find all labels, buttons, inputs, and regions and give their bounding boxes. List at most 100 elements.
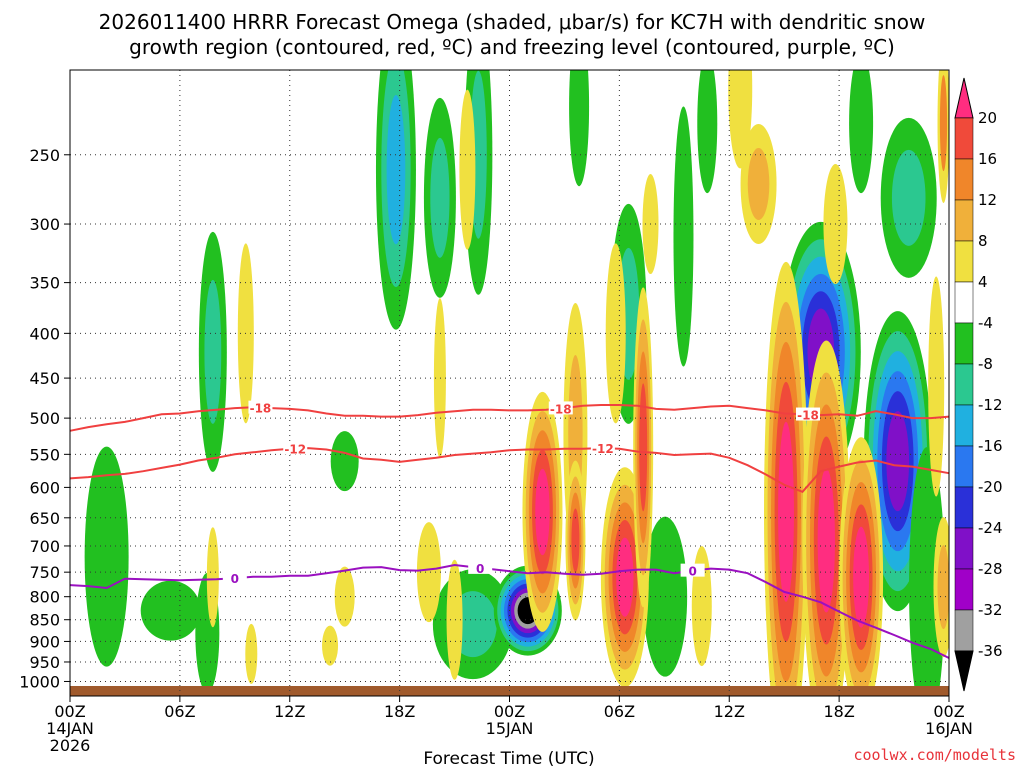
descent-07z-low bbox=[206, 527, 219, 628]
contour-label--18: -18 bbox=[797, 409, 819, 423]
colorbar-band bbox=[954, 445, 974, 488]
y-axis: 250 300 350 400 450 500 550 600 650 700 750 800 850 9… bbox=[19, 146, 70, 691]
descent-18z-low bbox=[839, 437, 884, 696]
descent-23z-low bbox=[933, 517, 949, 658]
y-tick-label: 300 bbox=[29, 215, 60, 234]
x-tick-label: 14JAN bbox=[46, 719, 94, 738]
colorbar-label: 16 bbox=[978, 150, 997, 168]
ascent-early-low bbox=[140, 580, 201, 641]
y-tick-label: 650 bbox=[29, 509, 60, 528]
y-tick-label: 750 bbox=[29, 563, 60, 582]
colorbar-band bbox=[954, 486, 974, 529]
colorbar-label: 20 bbox=[978, 109, 997, 127]
credit-text: coolwx.com/modelts bbox=[853, 746, 1016, 764]
contour--12 bbox=[69, 447, 950, 493]
descent-00z-top bbox=[937, 70, 949, 204]
y-tick-label: 800 bbox=[29, 588, 60, 607]
x-tick-label: 12Z bbox=[714, 702, 745, 721]
colorbar-label: 4 bbox=[978, 273, 988, 291]
contour-label--12: -12 bbox=[284, 443, 306, 457]
colorbar-min-triangle bbox=[954, 650, 974, 692]
ascent-15z-mid bbox=[330, 431, 359, 492]
x-tick-label: 15JAN bbox=[486, 719, 534, 738]
omega-shading bbox=[84, 70, 949, 696]
colorbar-band bbox=[954, 322, 974, 365]
colorbar-label: -12 bbox=[978, 396, 1003, 414]
ascent-17z-upper bbox=[375, 70, 416, 330]
y-tick-label: 950 bbox=[29, 653, 60, 672]
descent-07z-mid bbox=[633, 287, 654, 608]
colorbar-label: -8 bbox=[978, 355, 993, 373]
x-tick-label: 06Z bbox=[604, 702, 635, 721]
contour-label-0: 0 bbox=[231, 572, 239, 586]
colorbar-band bbox=[954, 527, 974, 570]
colorbar-band bbox=[954, 240, 974, 283]
colorbar-label: -20 bbox=[978, 478, 1003, 496]
y-tick-label: 1000 bbox=[19, 672, 60, 691]
contour-label-bg bbox=[468, 560, 493, 574]
descent-13z-upper bbox=[740, 124, 777, 245]
descent-09z-low bbox=[245, 623, 258, 684]
y-tick-label: 550 bbox=[29, 445, 60, 464]
ascent-19z-mid bbox=[863, 311, 932, 612]
contour-label-bg bbox=[680, 563, 705, 577]
x-tick-label: 12Z bbox=[274, 702, 305, 721]
y-tick-label: 400 bbox=[29, 324, 60, 343]
descent-02z-mid bbox=[522, 391, 563, 632]
colorbar-band bbox=[954, 281, 974, 324]
ascent-west-low bbox=[84, 446, 129, 667]
descent-13z-low bbox=[322, 625, 339, 666]
x-axis-title: Forecast Time (UTC) bbox=[423, 749, 594, 768]
y-tick-label: 250 bbox=[29, 146, 60, 165]
colorbar-band bbox=[954, 117, 974, 160]
contour-label-0: 0 bbox=[476, 562, 484, 576]
colorbar-band bbox=[954, 568, 974, 611]
contour-label-bg bbox=[222, 571, 247, 585]
x-tick-label: 00Z bbox=[494, 702, 525, 721]
ascent-23z-low bbox=[909, 447, 946, 696]
colorbar-label: -16 bbox=[978, 437, 1003, 455]
contour-label--18: -18 bbox=[250, 402, 272, 416]
colorbar-label: -36 bbox=[978, 642, 1003, 660]
colorbar-band bbox=[954, 609, 974, 652]
contour-label-bg bbox=[590, 441, 615, 455]
x-tick-label: 18Z bbox=[384, 702, 415, 721]
contour-0 bbox=[69, 563, 950, 659]
colorbar-label: -28 bbox=[978, 560, 1003, 578]
colorbar-label: 8 bbox=[978, 232, 988, 250]
contour-label--18: -18 bbox=[550, 402, 572, 416]
colorbar-label: -24 bbox=[978, 519, 1003, 537]
colorbar-label: -4 bbox=[978, 314, 993, 332]
colorbar-band bbox=[954, 363, 974, 406]
chart-title-line-2: growth region (contoured, red, ºC) and f… bbox=[129, 35, 895, 59]
colorbar-max-triangle bbox=[954, 77, 974, 119]
x-tick-label: 2026 bbox=[50, 736, 91, 755]
colorbar-band bbox=[954, 158, 974, 201]
y-tick-label: 450 bbox=[29, 369, 60, 388]
ascent-21z-upper2 bbox=[880, 117, 937, 278]
ascent-06z-mid bbox=[198, 231, 227, 472]
ascent-13z-upper bbox=[697, 70, 718, 194]
ascent-02z-upper bbox=[569, 70, 590, 187]
contour-label-bg bbox=[795, 407, 820, 421]
descent-19z-low bbox=[416, 522, 441, 623]
colorbar-band bbox=[954, 199, 974, 242]
descent-22z-mid bbox=[459, 89, 476, 250]
ascent-19z-upper bbox=[423, 97, 456, 298]
colorbar-label: 12 bbox=[978, 191, 997, 209]
colorbar: 20 16 12 8 4 -4 -8 -12 -16 -20 -24 -28 -32 -36 bbox=[954, 77, 1003, 692]
x-tick-label: 00Z bbox=[54, 702, 85, 721]
x-tick-label: 00Z bbox=[933, 702, 964, 721]
contour-label-bg bbox=[283, 441, 308, 455]
y-tick-label: 600 bbox=[29, 478, 60, 497]
ascent-09z-upper bbox=[673, 106, 694, 367]
x-tick-label: 18Z bbox=[823, 702, 854, 721]
colorbar-band bbox=[954, 404, 974, 447]
x-tick-label: 16JAN bbox=[925, 719, 973, 738]
contour-label-bg bbox=[548, 401, 573, 415]
descent-03z-low bbox=[565, 460, 586, 621]
ascent-20z-upper bbox=[849, 70, 874, 194]
x-tick-label: 06Z bbox=[164, 702, 195, 721]
